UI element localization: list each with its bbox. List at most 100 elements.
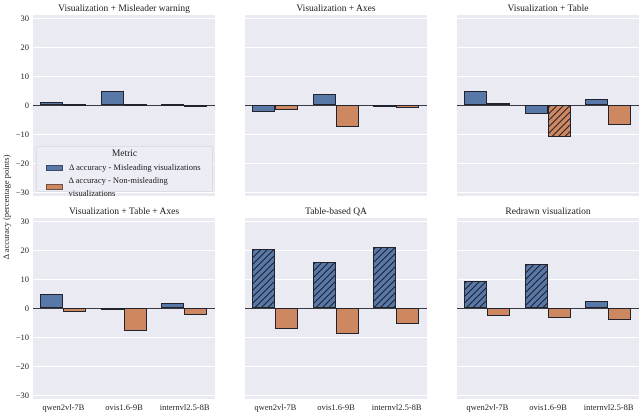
ytick-label: 20 (20, 42, 30, 52)
gridline (33, 47, 215, 48)
xtick-label: ovis1.6-9B (317, 402, 355, 412)
bar-misleading-internvl2.5-8B (585, 301, 608, 308)
x-axis-ticks: qwen2vl-7B ovis1.6-9B internvl2.5-8B (457, 399, 639, 412)
bar-misleading-ovis1.6-9B (313, 261, 336, 308)
subplot-title: Visualization + Misleader warning (58, 4, 190, 14)
plot-area (457, 218, 639, 399)
subplot-axes: Visualization + Axes (245, 3, 427, 196)
bar-misleading-ovis1.6-9B (313, 94, 336, 105)
legend-swatch-misleading (46, 164, 63, 171)
ytick-label: 20 (20, 245, 30, 255)
subplot-title: Visualization + Table (507, 4, 589, 14)
gridline (245, 192, 427, 193)
ytick-label: −30 (15, 187, 29, 197)
gridline (245, 337, 427, 338)
bar-misleading-internvl2.5-8B (161, 303, 184, 308)
subplot-table: Visualization + Table (457, 3, 639, 196)
gridline (33, 366, 215, 367)
x-axis-ticks: qwen2vl-7B ovis1.6-9B internvl2.5-8B (245, 399, 427, 412)
bar-misleading-internvl2.5-8B (373, 246, 396, 308)
subplot-redrawn-visualization: Redrawn visualization qwen2vl-7B ovis1.6… (457, 206, 639, 412)
subplot-table-axes: Visualization + Table + Axes 30 20 10 0 −10 −… (12, 206, 215, 412)
bar-non-misleading-internvl2.5-8B (396, 105, 419, 108)
bar-non-misleading-ovis1.6-9B (548, 308, 571, 318)
ytick-label: −30 (15, 390, 29, 400)
bar-misleading-qwen2vl-7B (252, 105, 275, 112)
subplot-table-based-qa: Table-based QA qwen2vl-7B ovis1.6-9B int… (245, 206, 427, 412)
gridline (457, 192, 639, 193)
gridline (245, 18, 427, 19)
bar-misleading-ovis1.6-9B (525, 264, 548, 308)
gridline (457, 163, 639, 164)
bar-non-misleading-internvl2.5-8B (184, 105, 207, 107)
gridline (245, 279, 427, 280)
gridline (457, 250, 639, 251)
plot-area (457, 15, 639, 196)
ytick-label: −10 (15, 332, 29, 342)
gridline (245, 47, 427, 48)
legend-label-non-misleading: Δ accuracy - Non-misleading visualizatio… (68, 175, 168, 198)
bar-misleading-qwen2vl-7B (252, 249, 275, 308)
gridline (33, 395, 215, 396)
xtick-label: qwen2vl-7B (42, 402, 85, 412)
gridline (245, 366, 427, 367)
bar-non-misleading-internvl2.5-8B (396, 308, 419, 324)
bar-misleading-qwen2vl-7B (40, 102, 63, 105)
subplot-row-top: Visualization + Misleader warning 30 20 10… (0, 0, 640, 198)
bar-non-misleading-qwen2vl-7B (487, 102, 510, 105)
bar-non-misleading-qwen2vl-7B (487, 308, 510, 316)
plot-area (245, 218, 427, 399)
gridline (245, 221, 427, 222)
gridline (457, 395, 639, 396)
gridline (33, 76, 215, 77)
subplot-title: Table-based QA (305, 207, 367, 217)
subplot-title: Visualization + Axes (296, 4, 376, 14)
ytick-label: 0 (24, 100, 29, 110)
gridline (33, 134, 215, 135)
gridline (33, 221, 215, 222)
gridline (245, 250, 427, 251)
bar-non-misleading-qwen2vl-7B (275, 105, 298, 111)
legend-title: Metric (111, 149, 138, 159)
ytick-label: 10 (20, 274, 30, 284)
ytick-label: −20 (15, 361, 29, 371)
legend-item-non-misleading: Δ accuracy - Non-misleading visualizatio… (37, 174, 212, 200)
xtick-label: internvl2.5-8B (371, 402, 422, 412)
bar-misleading-qwen2vl-7B (40, 293, 63, 308)
legend-swatch-non-misleading (46, 184, 63, 190)
bar-misleading-qwen2vl-7B (464, 90, 487, 105)
ytick-label: −10 (15, 129, 29, 139)
subplot-misleader-warning: Visualization + Misleader warning 30 20 10… (12, 3, 215, 198)
gridline (245, 134, 427, 135)
ytick-label: 30 (20, 13, 30, 23)
bar-misleading-ovis1.6-9B (101, 308, 124, 311)
gridline (33, 337, 215, 338)
bar-misleading-ovis1.6-9B (525, 105, 548, 115)
gridline (457, 221, 639, 222)
xtick-label: internvl2.5-8B (583, 402, 634, 412)
plot-area (245, 15, 427, 196)
gridline (33, 279, 215, 280)
bar-misleading-ovis1.6-9B (101, 90, 124, 105)
bar-non-misleading-ovis1.6-9B (336, 105, 359, 128)
bar-non-misleading-internvl2.5-8B (608, 308, 631, 321)
legend-item-misleading: Δ accuracy - Misleading visualizations (37, 161, 212, 174)
gridline (245, 395, 427, 396)
y-axis-ticks: 30 20 10 0 −10 −20 −30 (12, 13, 33, 197)
gridline (33, 192, 215, 193)
xtick-label: internvl2.5-8B (159, 402, 210, 412)
ytick-label: 0 (24, 303, 29, 313)
bar-non-misleading-ovis1.6-9B (548, 105, 571, 137)
legend-label-misleading: Δ accuracy - Misleading visualizations (69, 162, 201, 172)
y-axis-ticks: 30 20 10 0 −10 −20 −30 (12, 216, 33, 400)
gridline (457, 47, 639, 48)
ytick-label: −20 (15, 158, 29, 168)
plot-area: Metric Δ accuracy - Misleading visualiza… (33, 15, 215, 198)
bar-non-misleading-ovis1.6-9B (336, 308, 359, 334)
x-axis-ticks: qwen2vl-7B ovis1.6-9B internvl2.5-8B (12, 399, 215, 412)
gridline (457, 279, 639, 280)
bar-non-misleading-qwen2vl-7B (275, 308, 298, 329)
y-axis-label: Δ accuracy (percentage points) (1, 154, 11, 260)
bar-non-misleading-internvl2.5-8B (184, 308, 207, 315)
